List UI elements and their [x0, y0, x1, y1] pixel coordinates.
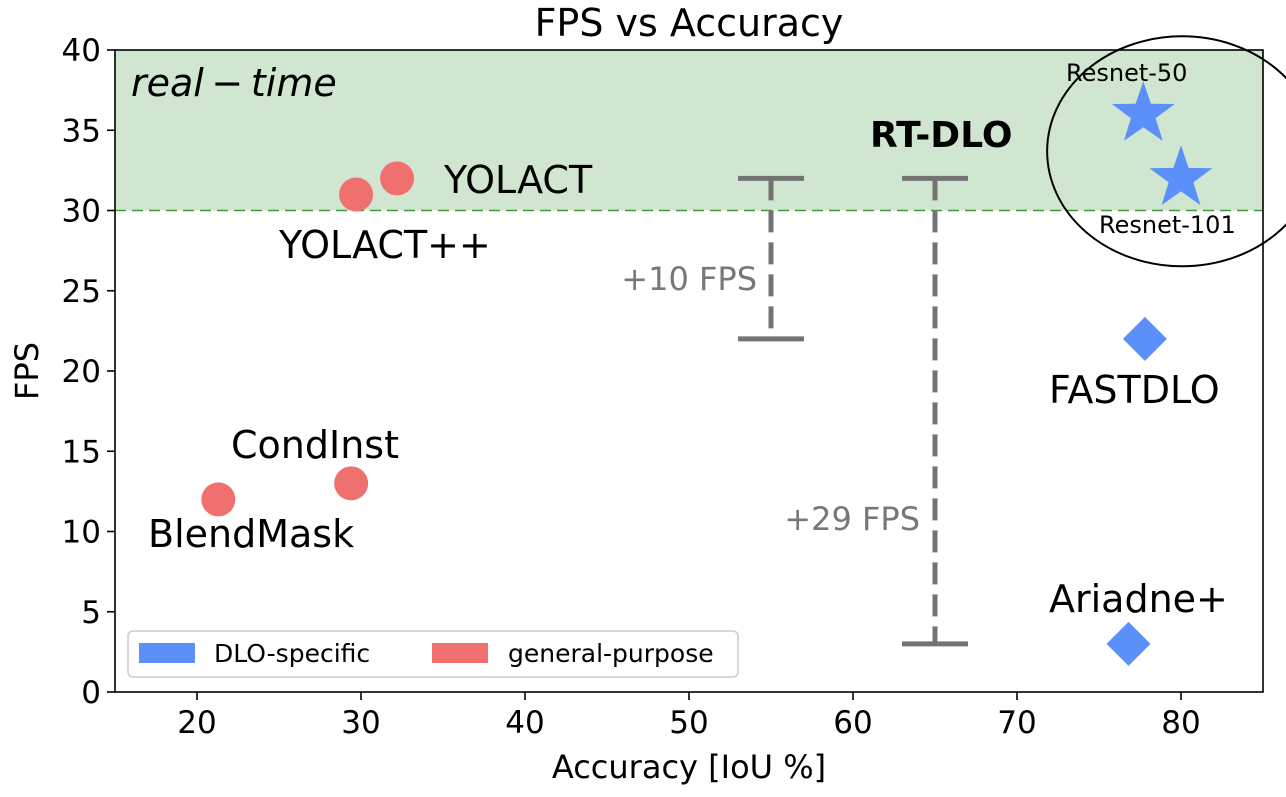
point-label: BlendMask — [148, 512, 354, 556]
y-tick-label: 40 — [62, 33, 101, 69]
x-axis-title: Accuracy [IoU %] — [552, 748, 826, 786]
data-point-star — [1149, 145, 1213, 206]
data-point-circle — [201, 482, 236, 517]
x-tick-label: 80 — [1161, 705, 1200, 741]
realtime-region — [115, 50, 1263, 211]
x-tick-label: 30 — [341, 705, 380, 741]
legend-item: DLO-specific — [139, 639, 370, 668]
realtime-label: real − time — [131, 61, 337, 105]
point-label: FASTDLO — [1049, 368, 1220, 412]
y-tick-label: 10 — [62, 515, 101, 551]
data-point-circle — [334, 466, 369, 501]
gain-label: +29 FPS — [784, 500, 920, 538]
x-tick-label: 20 — [177, 705, 216, 741]
point-label: YOLACT++ — [278, 223, 491, 267]
legend: DLO-specific general-purpose — [127, 630, 739, 678]
y-tick-label: 15 — [62, 434, 101, 470]
data-point-diamond — [1106, 621, 1151, 666]
gain-label: +10 FPS — [621, 260, 757, 298]
point-label: Resnet-101 — [1099, 211, 1236, 239]
data-point-circle — [339, 177, 374, 212]
chart-title: FPS vs Accuracy — [535, 1, 844, 45]
y-tick-label: 25 — [62, 274, 101, 310]
y-tick-label: 30 — [62, 194, 101, 230]
legend-label: general-purpose — [508, 639, 714, 668]
y-tick-label: 20 — [62, 354, 101, 390]
x-tick-label: 50 — [669, 705, 708, 741]
x-tick-label: 60 — [833, 705, 872, 741]
point-label: YOLACT — [443, 158, 593, 202]
rt-dlo-label: RT-DLO — [870, 115, 1012, 156]
legend-swatch — [432, 643, 488, 663]
data-point-star — [1111, 81, 1175, 141]
gain-bar: +29 FPS — [784, 175, 968, 647]
y-tick-label: 0 — [81, 675, 101, 711]
y-tick-label: 35 — [62, 113, 101, 149]
data-point-diamond — [1122, 316, 1167, 361]
legend-item: general-purpose — [432, 639, 714, 668]
x-tick-label: 70 — [997, 705, 1036, 741]
y-axis-title: FPS — [8, 342, 46, 400]
legend-swatch — [139, 643, 195, 663]
rt-dlo-highlight-ellipse — [1046, 35, 1286, 268]
point-label: Resnet-50 — [1066, 59, 1187, 87]
y-tick-label: 5 — [81, 595, 101, 631]
gain-bar: +10 FPS — [621, 175, 804, 342]
data-point-circle — [380, 161, 415, 196]
point-label: Ariadne+ — [1049, 577, 1228, 621]
legend-label: DLO-specific — [214, 639, 370, 668]
point-label: CondInst — [231, 423, 399, 467]
x-tick-label: 40 — [505, 705, 544, 741]
